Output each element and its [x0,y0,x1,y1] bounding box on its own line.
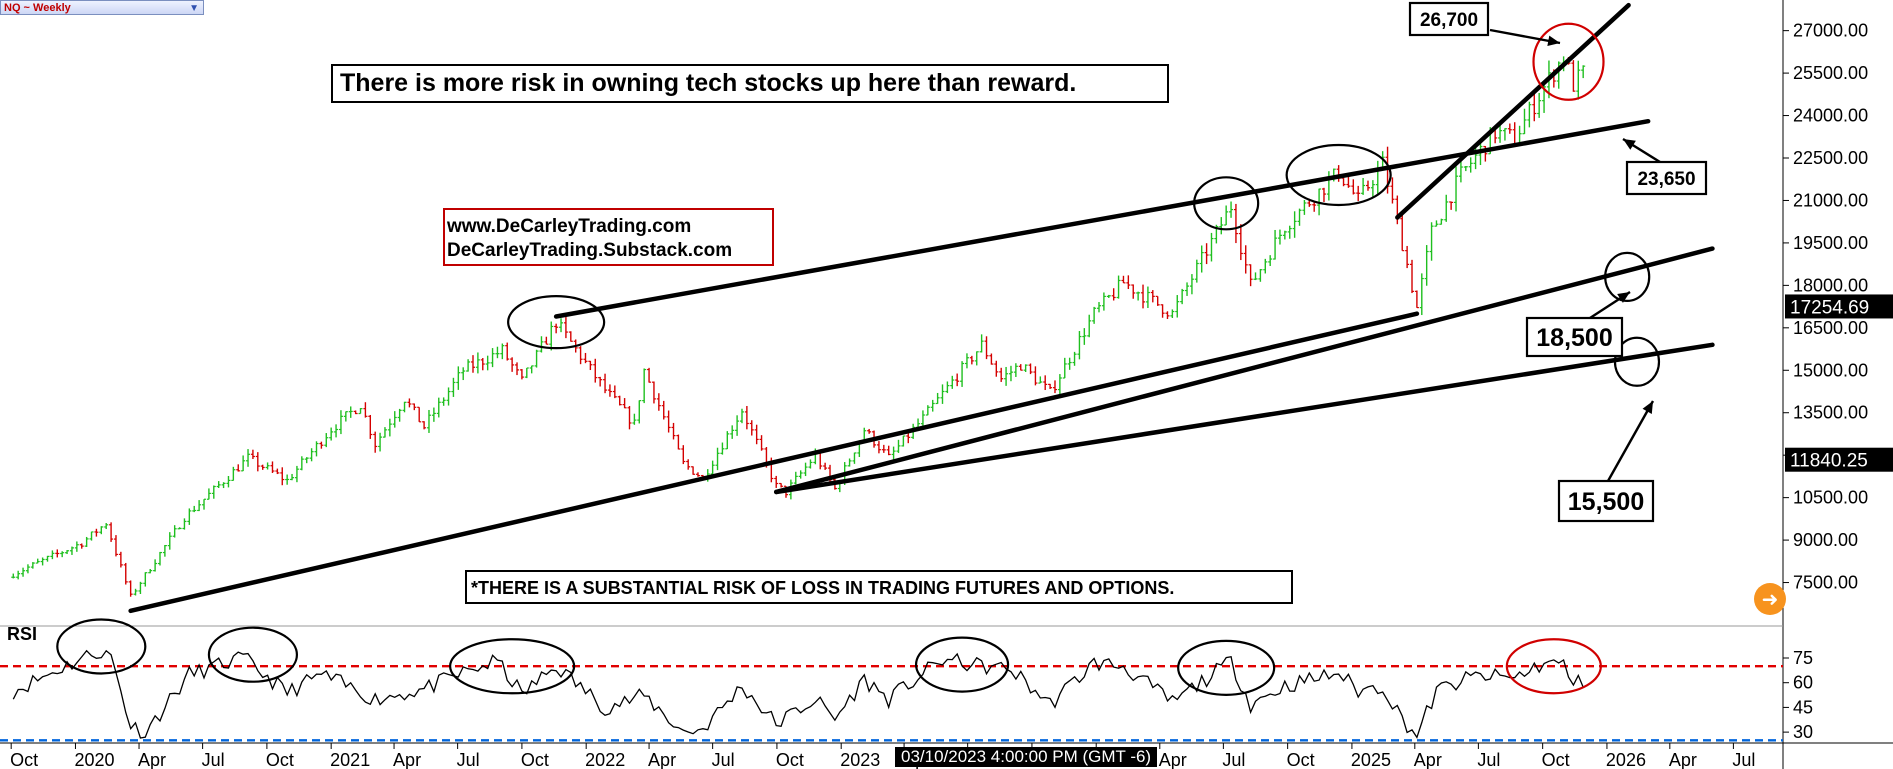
rsi-highlight-ellipse [449,638,576,695]
price-tick-label: 9000.00 [1793,530,1858,550]
website-url: www.DeCarleyTrading.com [446,216,691,237]
price-tick-label: 18000.00 [1793,275,1868,295]
top-highlight-ellipse [1532,22,1605,101]
price-tick-label: 16500.00 [1793,318,1868,338]
rsi-highlight-ellipse [914,636,1010,693]
price-callout-box [1408,1,1490,37]
price-tick-label: 21000.00 [1793,190,1868,210]
pattern-highlight-ellipse [1613,336,1661,387]
time-tick-label: 2022 [585,750,625,769]
callout-arrow-head [1547,35,1560,47]
headline-text: There is more risk in owning tech stocks… [340,69,1076,97]
time-tick-label: 2023 [840,750,880,769]
time-tick-label: 2020 [74,750,114,769]
substack-url: DeCarleyTrading.Substack.com [447,240,732,261]
time-tick-label: Jul [1477,750,1500,769]
price-callout-box [1625,160,1708,196]
arrow-right-icon[interactable]: ➜ [1754,583,1786,615]
price-bars [11,56,1586,597]
rsi-top-highlight-ellipse [1505,638,1602,695]
annotation-boxes: There is more risk in owning tech stocks… [7,64,1293,644]
trendline [1395,2,1631,220]
rsi-tick-label: 45 [1793,697,1813,717]
price-tick-label: 15000.00 [1793,360,1868,380]
callout-arrow-line [1606,400,1655,482]
pattern-highlight-ellipse [1285,143,1392,207]
price-callout-label: 18,500 [1536,324,1612,352]
pattern-highlight-ellipse [1604,251,1651,302]
time-tick-label: 2026 [1606,750,1646,769]
trendline [773,342,1715,495]
pattern-highlight-ellipse [1193,176,1260,231]
time-tick-label: Apr [648,750,676,769]
price-tag-label: 11840.25 [1790,451,1868,472]
highlight-ellipses [507,22,1661,387]
price-tick-label: 10500.00 [1793,488,1868,508]
time-tick-label: Apr [1669,750,1697,769]
callout-arrow-head [1623,139,1636,150]
price-callout-label: 15,500 [1568,488,1644,516]
rsi-highlight-ellipse [56,618,147,675]
time-tick-label: Jul [712,750,735,769]
time-tick-label: Apr [393,750,421,769]
price-callout-box [1525,316,1624,358]
rsi-highlight-ellipse [207,626,299,683]
rsi-line [12,649,1584,739]
callout-arrow-head [1642,401,1653,414]
time-tick-label: Oct [521,750,549,769]
trendline [128,311,1420,614]
rsi-tick-label: 30 [1793,722,1813,742]
time-tick-label: 2025 [1351,750,1391,769]
pattern-highlight-ellipse [507,295,606,350]
price-tick-label: 25500.00 [1793,63,1868,83]
website-box [443,208,774,266]
disclaimer-box [465,570,1293,604]
price-tag-label: 17254.69 [1790,297,1869,318]
chevron-down-icon[interactable]: ▼ [189,3,199,14]
price-callout-box [1557,479,1655,523]
time-tick-label: Jul [457,750,480,769]
headline-box [331,64,1169,103]
trendlines [128,2,1715,614]
price-tick-label: 19500.00 [1793,233,1868,253]
time-tick-label: Oct [776,750,804,769]
price-callout-label: 23,650 [1637,169,1695,190]
symbol-selector[interactable]: NQ ~ Weekly ▼ [0,0,204,15]
time-tick-label: Apr [1159,750,1187,769]
price-callouts: 26,700 23,650 18,500 15,500 [1408,1,1708,523]
time-tick-label: Oct [10,750,38,769]
time-tick-label: Jul [1222,750,1245,769]
time-tick-label: Jul [202,750,225,769]
time-tick-label: Oct [1287,750,1315,769]
time-tick-label: Oct [1542,750,1570,769]
rsi-highlight-ellipse [1177,639,1276,696]
price-tick-label: 22500.00 [1793,148,1868,168]
rsi-label: RSI [7,624,37,644]
price-callout-label: 26,700 [1420,10,1478,31]
price-tick-label: 27000.00 [1793,21,1868,41]
callout-arrow-head [1617,292,1630,303]
price-tag-box [1785,294,1893,319]
time-tick-label: Apr [138,750,166,769]
time-tick-label: 2021 [330,750,370,769]
disclaimer-text: *THERE IS A SUBSTANTIAL RISK OF LOSS IN … [471,578,1174,598]
rsi-panel: 75 60 45 30 [0,618,1813,742]
time-tick-label: Oct [266,750,294,769]
rsi-tick-label: 60 [1793,673,1813,693]
price-tick-label: 24000.00 [1793,106,1868,126]
time-tick-label: Apr [1414,750,1442,769]
price-tick-label: 7500.00 [1793,573,1858,593]
trendline [773,246,1715,495]
time-tick-label: Jul [1732,750,1755,769]
rsi-tick-label: 75 [1793,648,1813,668]
price-tick-label: 13500.00 [1793,403,1868,423]
price-axis: 27000.00 25500.00 24000.00 22500.00 21000.00… [1783,21,1893,593]
price-tag-box [1785,447,1893,472]
crosshair-date-tag: 03/10/2023 4:00:00 PM (GMT -6) [895,747,1158,767]
symbol-label: NQ ~ Weekly [4,2,71,14]
